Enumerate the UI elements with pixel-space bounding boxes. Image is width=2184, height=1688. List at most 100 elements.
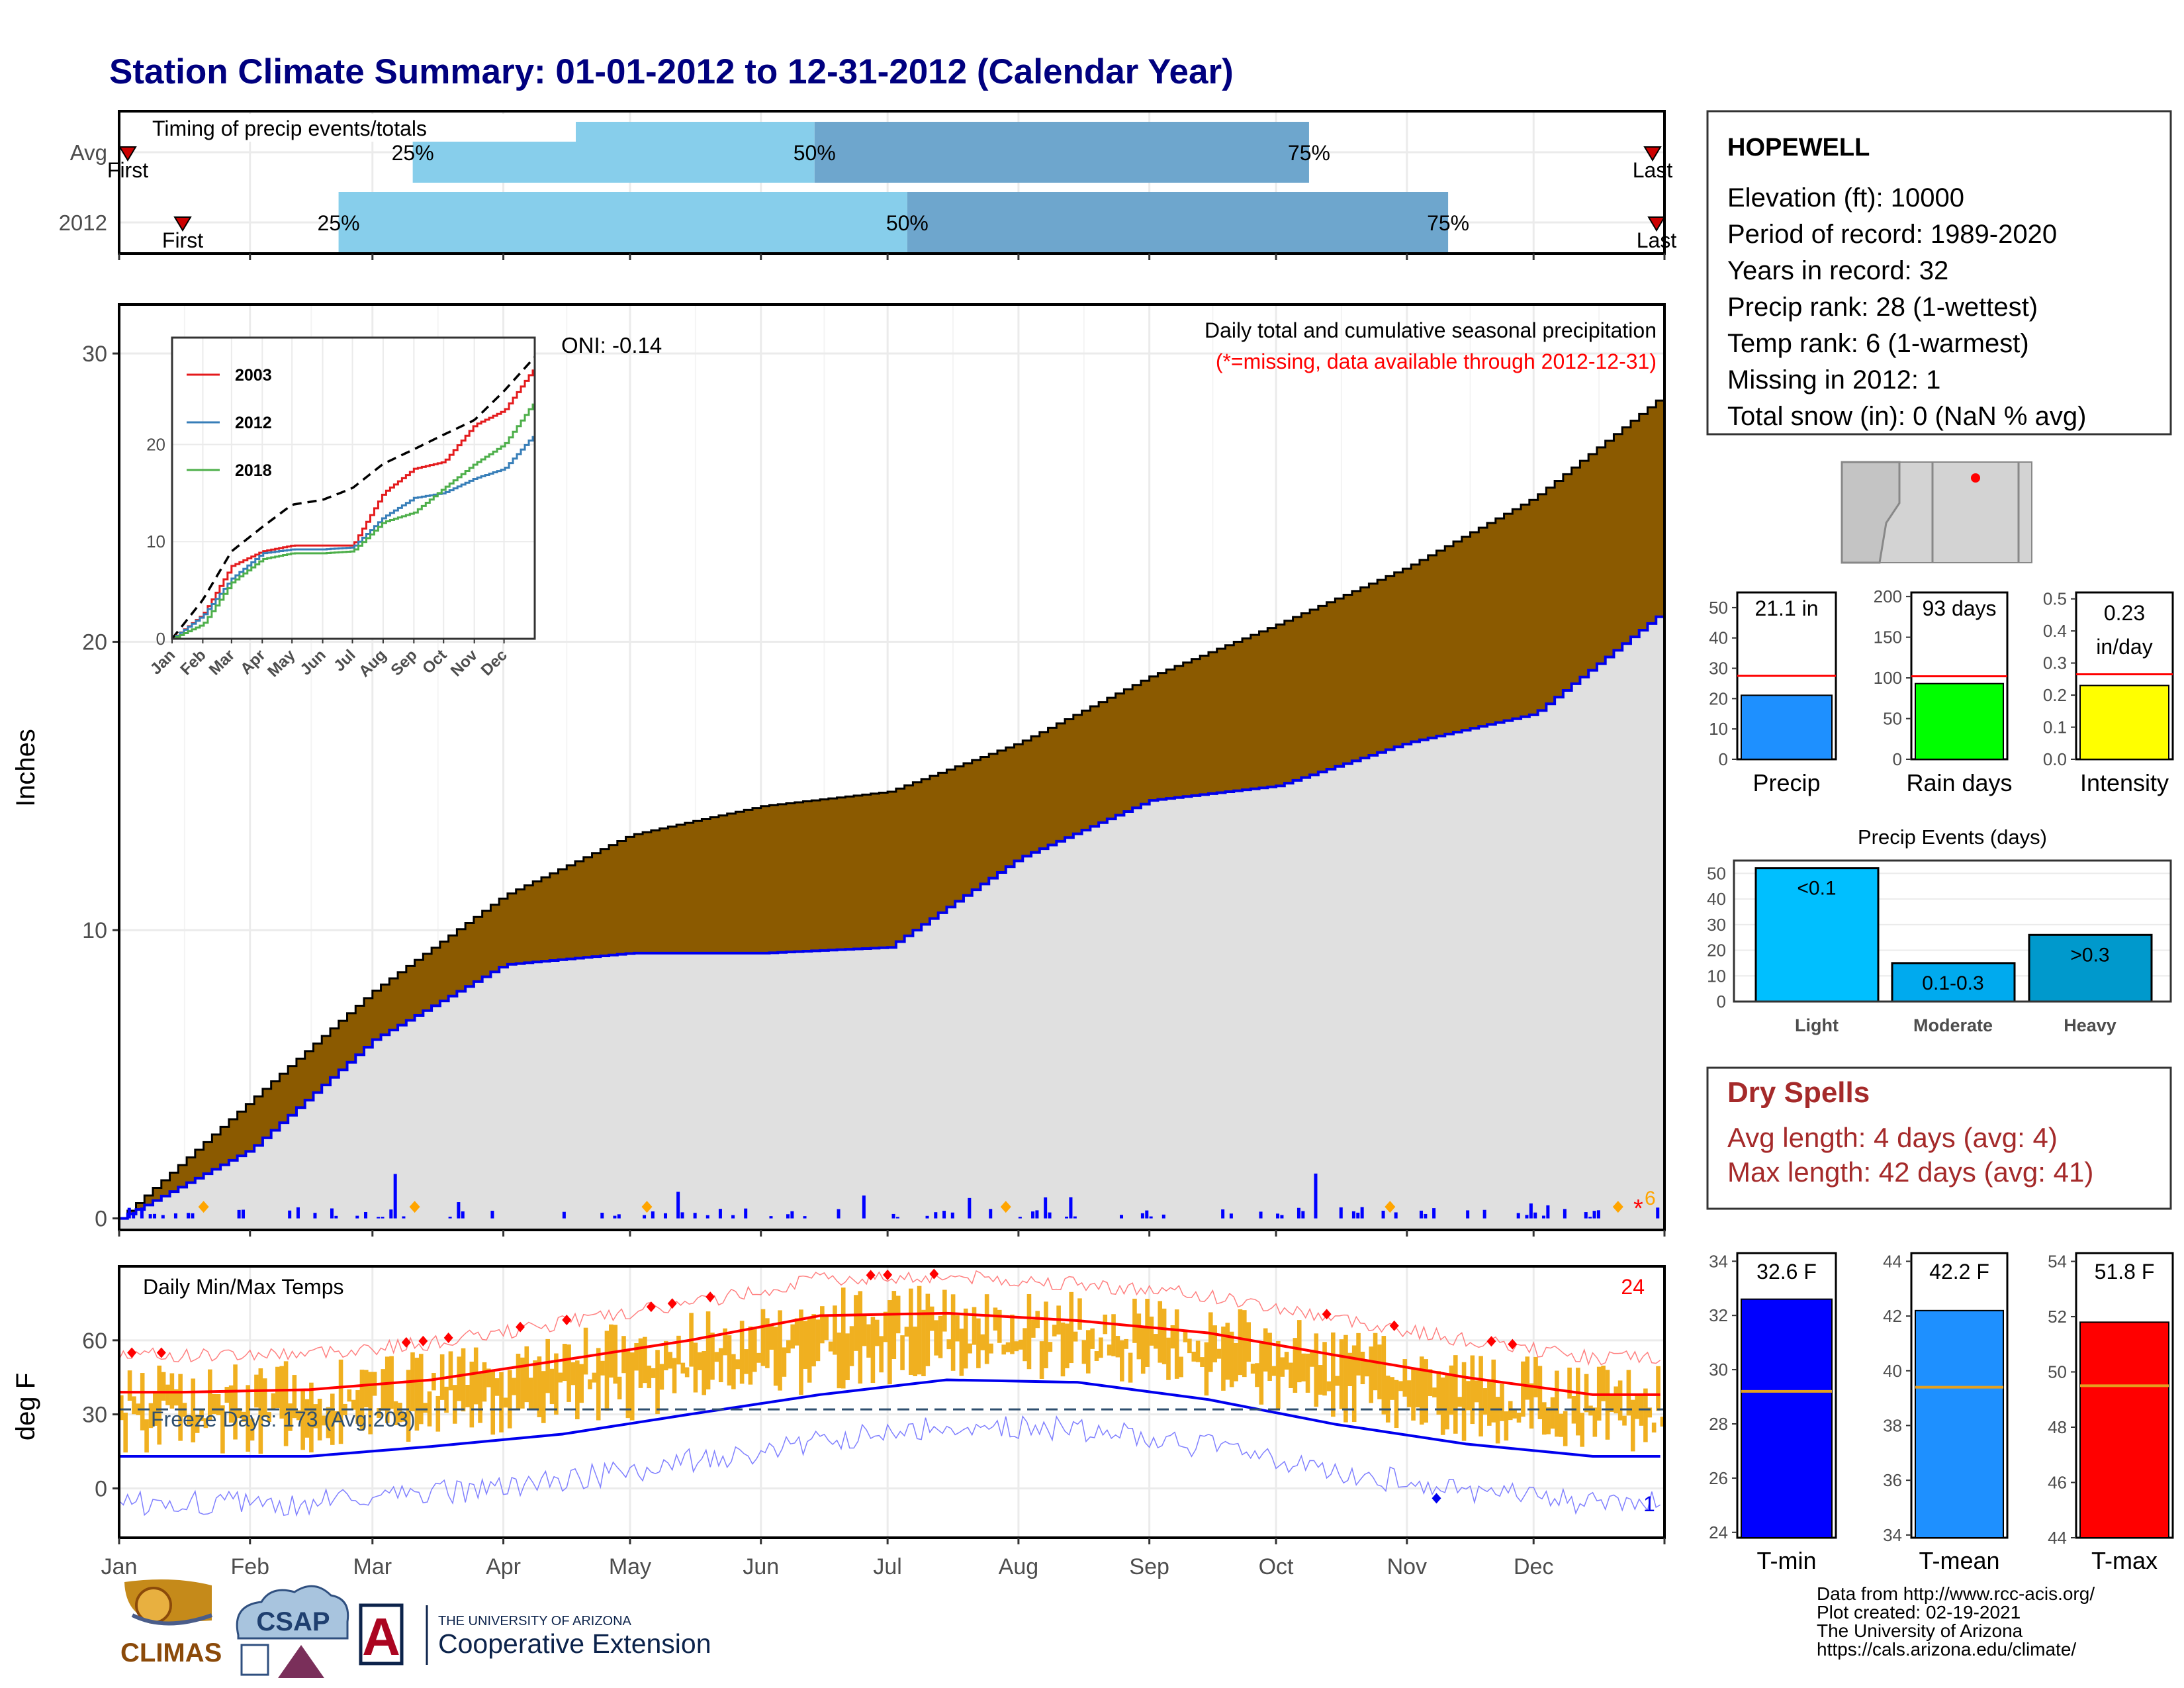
daily-temp-bar (157, 1365, 162, 1445)
daily-temp-bar (647, 1365, 652, 1389)
daily-temp-bar (997, 1309, 1002, 1343)
daily-temp-bar (1605, 1370, 1610, 1440)
daily-temp-bar (1039, 1341, 1044, 1379)
daily-temp-bar (1541, 1402, 1547, 1435)
daily-precip-bar (334, 1215, 338, 1219)
daily-temp-bar (1048, 1342, 1053, 1352)
daily-record-diamond (198, 1201, 209, 1213)
daily-precip-bar (1592, 1211, 1596, 1219)
daily-precip-bar (693, 1213, 697, 1219)
daily-temp-bar (414, 1358, 420, 1431)
daily-temp-bar (1626, 1370, 1631, 1416)
daily-temp-bar (1200, 1357, 1205, 1368)
daily-temp-bar (178, 1374, 183, 1441)
daily-temp-bar (655, 1350, 660, 1415)
daily-precip-bar (364, 1211, 368, 1219)
daily-precip-bar (968, 1197, 972, 1219)
daily-temp-bar (457, 1356, 461, 1401)
daily-temp-bar (165, 1384, 170, 1405)
stat-unit-label: in/day (2096, 635, 2152, 659)
record-high-diamond (1486, 1336, 1496, 1347)
record-high-diamond (667, 1298, 677, 1309)
daily-precip-bar (148, 1214, 152, 1219)
temp-title: Daily Min/Max Temps (143, 1275, 343, 1299)
daily-temp-bar (643, 1336, 647, 1383)
daily-temp-bar (1014, 1341, 1019, 1352)
daily-temp-bar (435, 1395, 441, 1432)
daily-temp-bar (1187, 1338, 1192, 1354)
daily-precip-bar (676, 1192, 680, 1219)
stat-ytick-label: 40 (1709, 628, 1728, 648)
daily-temp-bar (1537, 1366, 1543, 1419)
daily-temp-bar (1567, 1368, 1572, 1399)
daily-temp-bar (1212, 1325, 1217, 1363)
daily-precip-bar (786, 1214, 790, 1219)
daily-temp-bar (1242, 1310, 1247, 1378)
daily-temp-bar (199, 1410, 204, 1421)
daily-precip-bar (1381, 1211, 1385, 1219)
daily-precip-bar (161, 1215, 165, 1219)
daily-temp-bar (811, 1314, 816, 1367)
daily-temp-bar (220, 1405, 225, 1454)
climas-swoosh (131, 1613, 213, 1626)
daily-temp-bar (1111, 1314, 1116, 1356)
temp-stat-ytick-label: 46 (2048, 1473, 2067, 1493)
daily-temp-bar (427, 1391, 432, 1427)
daily-temp-bar (634, 1342, 639, 1371)
daily-temp-bar (195, 1415, 200, 1433)
footer-line: Data from http://www.rcc-acis.org/ (1817, 1583, 2095, 1604)
daily-temp-bar (693, 1342, 698, 1393)
precip-ytick-label: 30 (82, 342, 107, 367)
daily-precip-bar (153, 1213, 157, 1219)
stat-ytick-label: 10 (1709, 719, 1728, 739)
daily-temp-bar (583, 1327, 588, 1375)
daily-temp-bar (191, 1378, 196, 1442)
stat-ytick-label: 50 (1883, 709, 1902, 729)
temp-stat-ytick-label: 52 (2048, 1307, 2067, 1327)
daily-temp-bar (1183, 1332, 1188, 1342)
record-high-count: 24 (1621, 1275, 1645, 1299)
temp-stat-ytick-label: 24 (1709, 1523, 1728, 1542)
daily-temp-bar (1521, 1361, 1525, 1417)
daily-precip-bar (862, 1196, 866, 1219)
footer-line: The University of Arizona (1817, 1620, 2023, 1641)
daily-temp-bar (1073, 1331, 1078, 1342)
daily-temp-bar (1099, 1337, 1103, 1358)
temp-stat-t-mean: 34 36 38 40 42 44 42.2 F T-mean (1883, 1251, 2009, 1574)
daily-temp-bar (469, 1361, 475, 1428)
daily-temp-bar (929, 1306, 934, 1331)
daily-temp-bar (148, 1403, 154, 1429)
daily-precip-bar (1069, 1197, 1073, 1219)
daily-temp-bar (883, 1311, 888, 1342)
daily-precip-bar (1073, 1216, 1077, 1219)
daily-precip-bar (187, 1213, 191, 1219)
daily-temp-bar (925, 1293, 931, 1366)
daily-temp-bar (1402, 1359, 1408, 1397)
daily-temp-bar (1065, 1323, 1069, 1368)
daily-temp-bar (874, 1319, 880, 1346)
daily-temp-bar (1617, 1380, 1623, 1421)
daily-temp-bar (705, 1311, 711, 1389)
daily-temp-bar (1622, 1415, 1627, 1426)
daily-temp-bar (237, 1408, 242, 1419)
daily-temp-bar (1656, 1366, 1661, 1411)
daily-temp-bar (950, 1294, 956, 1371)
events-bar-label: <0.1 (1797, 878, 1836, 900)
daily-temp-bar (1069, 1291, 1074, 1364)
daily-temp-bar (744, 1349, 749, 1374)
daily-temp-bar (702, 1351, 707, 1395)
temp-stat-ytick-label: 34 (1883, 1525, 1902, 1545)
daily-precip-bar (1394, 1212, 1398, 1219)
daily-temp-bar (423, 1403, 428, 1413)
daily-precip-bar (330, 1208, 334, 1219)
record-high-diamond (646, 1301, 656, 1313)
dry-spells-frame (1706, 1066, 2172, 1210)
daily-temp-bar (233, 1364, 238, 1440)
daily-temp-bar (799, 1309, 803, 1395)
daily-temp-bar (267, 1412, 271, 1423)
daily-temp-bar (1005, 1342, 1011, 1352)
daily-precip-bar (1339, 1207, 1343, 1219)
daily-temp-bar (1132, 1298, 1137, 1343)
